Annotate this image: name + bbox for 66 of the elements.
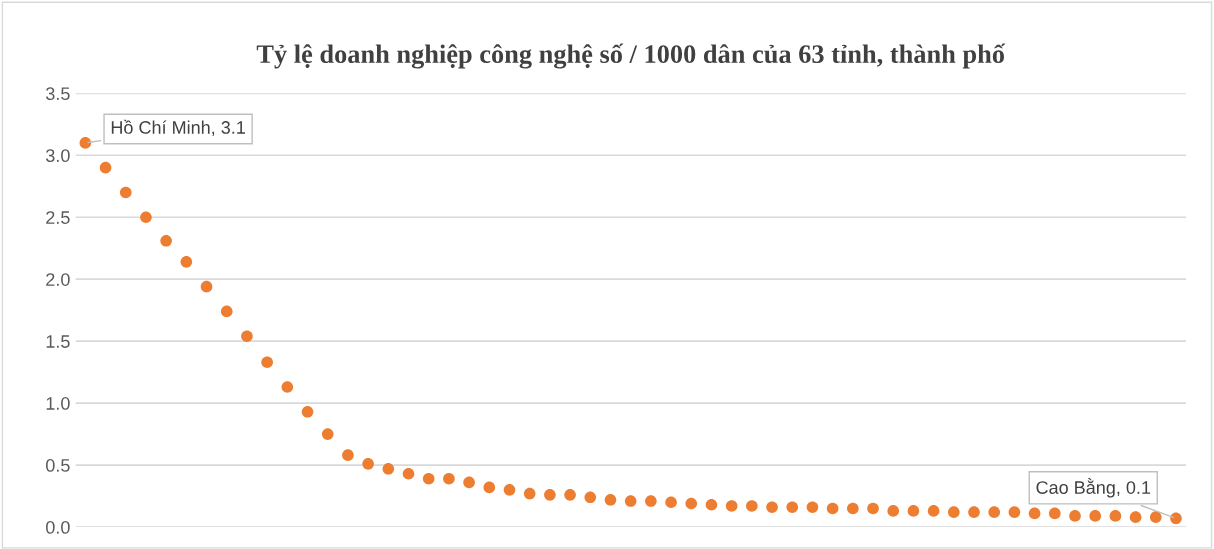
point <box>160 234 172 247</box>
point <box>645 495 657 507</box>
point <box>362 458 374 470</box>
y-tick-label: 2.5 <box>46 211 70 224</box>
point <box>1170 512 1182 525</box>
y-tick-label: 1.5 <box>46 335 70 348</box>
point <box>1089 510 1101 522</box>
point <box>200 280 213 293</box>
y-tick-label: 0.5 <box>46 459 70 472</box>
point <box>1129 511 1142 523</box>
chart-title: Tỷ lệ doanh nghiệp công nghệ số / 1000 dân của 63 tỉnh, thành phố <box>256 43 1006 69</box>
data-label: Hồ Chí Minh, 3.1 <box>111 119 245 136</box>
point <box>948 506 960 518</box>
point <box>281 381 294 393</box>
point <box>301 405 314 418</box>
point <box>847 502 859 515</box>
y-tick-label: 2.0 <box>46 273 70 286</box>
point <box>988 506 1001 518</box>
point <box>99 161 112 174</box>
point <box>826 502 839 515</box>
point <box>705 498 718 511</box>
point <box>766 501 778 514</box>
point <box>382 462 395 475</box>
point <box>119 186 132 199</box>
point <box>624 495 637 507</box>
point <box>503 484 516 496</box>
point <box>604 493 617 506</box>
y-tick-label: 3.5 <box>46 87 70 101</box>
point <box>725 500 738 512</box>
point <box>968 506 980 518</box>
data-label: Cao Bằng, 0.1 <box>1036 478 1151 498</box>
point <box>321 428 334 440</box>
point <box>867 502 879 515</box>
point <box>241 330 253 343</box>
point <box>1008 506 1021 518</box>
point <box>140 211 152 224</box>
point <box>806 501 819 514</box>
y-tick-label: 0.0 <box>46 520 70 534</box>
y-tick-label: 3.0 <box>46 149 70 163</box>
point <box>584 491 597 504</box>
point <box>1109 510 1122 522</box>
point <box>180 256 193 268</box>
point <box>463 476 475 489</box>
point <box>887 505 900 517</box>
point <box>483 481 496 494</box>
point <box>1149 511 1162 523</box>
point <box>746 500 758 512</box>
point <box>443 472 455 485</box>
point <box>422 472 435 485</box>
point <box>342 449 354 461</box>
point <box>786 501 799 514</box>
point <box>544 489 556 501</box>
point <box>79 137 92 149</box>
point <box>1048 507 1061 520</box>
y-tick-label: 1.0 <box>46 397 70 410</box>
point <box>564 489 576 501</box>
point <box>523 487 536 500</box>
point <box>1069 510 1081 522</box>
point <box>220 305 233 318</box>
point <box>927 505 940 517</box>
point <box>1028 507 1041 520</box>
point <box>665 496 677 509</box>
point <box>261 356 273 369</box>
point <box>907 505 920 517</box>
point <box>685 497 698 510</box>
point <box>402 467 415 480</box>
